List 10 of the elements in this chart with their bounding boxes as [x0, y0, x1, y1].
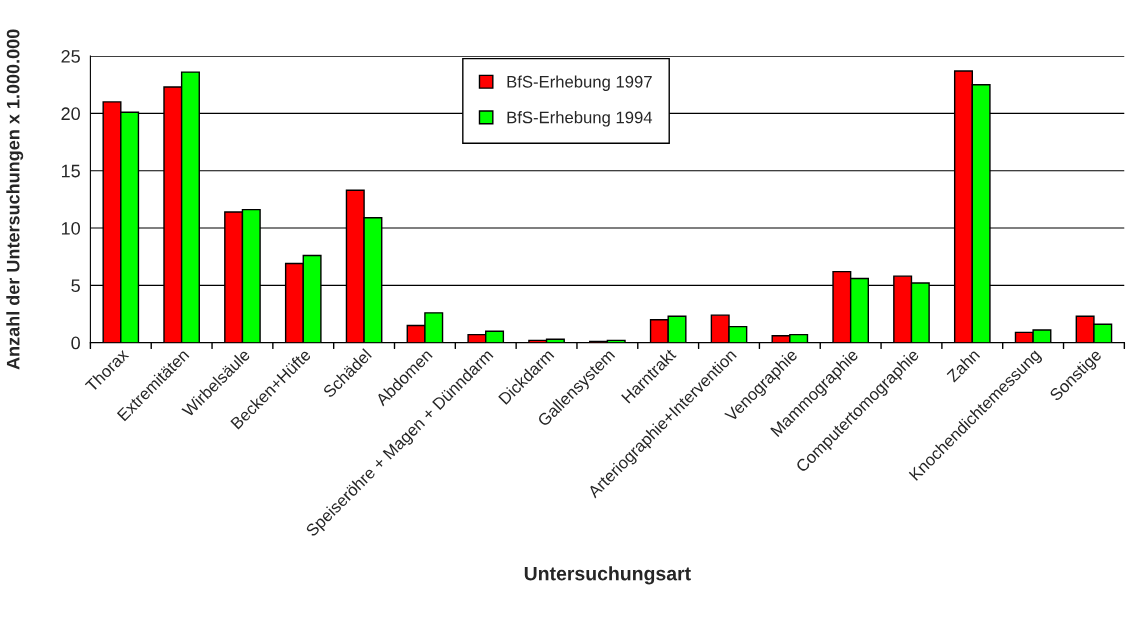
y-tick-label: 25 [61, 50, 80, 63]
legend-label: BfS-Erhebung 1997 [507, 75, 652, 91]
y-tick-label: 0 [71, 336, 80, 350]
y-tick-label: 10 [61, 221, 80, 235]
x-axis-title: Untersuchungsart [524, 566, 691, 585]
legend-label: BfS-Erhebung 1994 [507, 111, 653, 127]
y-tick-label: 20 [61, 107, 80, 121]
y-axis-title: Anzahl der Untersuchungen x 1.000.000 [6, 29, 24, 370]
y-tick-label: 15 [61, 164, 80, 178]
y-tick-label: 5 [71, 279, 80, 293]
